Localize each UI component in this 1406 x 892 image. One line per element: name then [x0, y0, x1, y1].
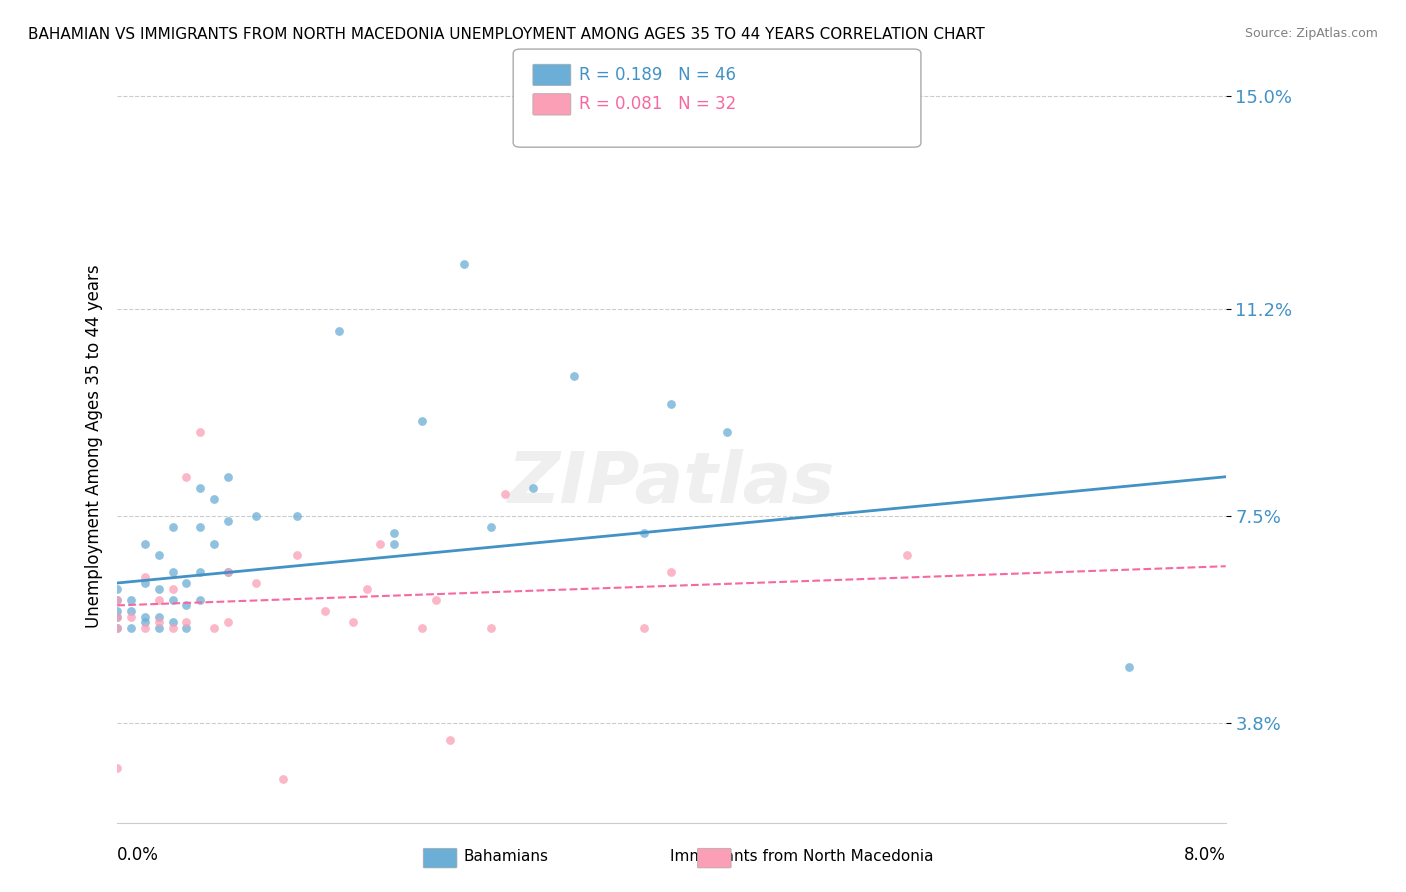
Point: [148, 582, 170, 596]
Point: [176, 599, 198, 613]
Point: [217, 515, 239, 529]
Point: [148, 621, 170, 635]
Point: [202, 621, 225, 635]
Text: Bahamians: Bahamians: [464, 849, 548, 863]
Point: [176, 469, 198, 483]
Point: [188, 481, 211, 495]
Point: [105, 621, 128, 635]
Point: [120, 592, 142, 607]
Point: [162, 582, 184, 596]
Point: [134, 615, 156, 629]
Point: [105, 604, 128, 618]
Point: [148, 592, 170, 607]
Text: 0.0%: 0.0%: [117, 846, 159, 863]
Point: [661, 397, 683, 411]
Point: [411, 414, 433, 428]
Point: [134, 537, 156, 551]
Point: [134, 621, 156, 635]
Point: [285, 508, 308, 523]
Point: [564, 369, 586, 384]
Y-axis label: Unemployment Among Ages 35 to 44 years: Unemployment Among Ages 35 to 44 years: [86, 264, 103, 628]
Point: [105, 592, 128, 607]
Point: [162, 565, 184, 579]
Point: [120, 621, 142, 635]
Point: [370, 537, 392, 551]
Point: [176, 621, 198, 635]
Point: [896, 548, 918, 562]
Point: [716, 425, 738, 439]
Point: [105, 592, 128, 607]
Point: [425, 592, 447, 607]
Point: [162, 621, 184, 635]
Point: [105, 582, 128, 596]
Point: [522, 481, 544, 495]
Point: [105, 621, 128, 635]
Point: [188, 520, 211, 534]
Text: Source: ZipAtlas.com: Source: ZipAtlas.com: [1244, 27, 1378, 40]
Point: [120, 609, 142, 624]
Point: [273, 772, 295, 786]
Point: [120, 604, 142, 618]
Point: [342, 615, 364, 629]
Point: [148, 609, 170, 624]
Text: 8.0%: 8.0%: [1184, 846, 1226, 863]
Point: [202, 492, 225, 507]
Point: [134, 609, 156, 624]
Point: [382, 525, 405, 540]
Point: [105, 609, 128, 624]
Text: ZIPatlas: ZIPatlas: [508, 450, 835, 518]
Point: [202, 537, 225, 551]
Point: [439, 732, 461, 747]
Point: [176, 576, 198, 591]
Text: R = 0.081   N = 32: R = 0.081 N = 32: [579, 95, 737, 113]
Point: [134, 576, 156, 591]
Point: [285, 548, 308, 562]
Point: [176, 615, 198, 629]
Point: [633, 525, 655, 540]
Point: [105, 609, 128, 624]
Point: [217, 565, 239, 579]
Point: [245, 508, 267, 523]
Point: [453, 257, 475, 271]
Point: [162, 592, 184, 607]
Point: [479, 520, 502, 534]
Point: [479, 621, 502, 635]
Point: [314, 604, 336, 618]
Point: [188, 592, 211, 607]
Point: [494, 486, 516, 500]
Point: [1118, 660, 1140, 674]
Point: [217, 615, 239, 629]
Text: Immigrants from North Macedonia: Immigrants from North Macedonia: [669, 849, 934, 863]
Point: [633, 621, 655, 635]
Point: [382, 537, 405, 551]
Point: [217, 565, 239, 579]
Point: [217, 469, 239, 483]
Point: [356, 582, 378, 596]
Point: [188, 565, 211, 579]
Text: R = 0.189   N = 46: R = 0.189 N = 46: [579, 66, 737, 84]
Point: [411, 621, 433, 635]
Point: [134, 570, 156, 584]
Text: BAHAMIAN VS IMMIGRANTS FROM NORTH MACEDONIA UNEMPLOYMENT AMONG AGES 35 TO 44 YEA: BAHAMIAN VS IMMIGRANTS FROM NORTH MACEDO…: [28, 27, 984, 42]
Point: [162, 520, 184, 534]
Point: [188, 425, 211, 439]
Point: [328, 324, 350, 338]
Point: [162, 615, 184, 629]
Point: [148, 548, 170, 562]
Point: [245, 576, 267, 591]
Point: [661, 565, 683, 579]
Point: [105, 760, 128, 774]
Point: [148, 615, 170, 629]
